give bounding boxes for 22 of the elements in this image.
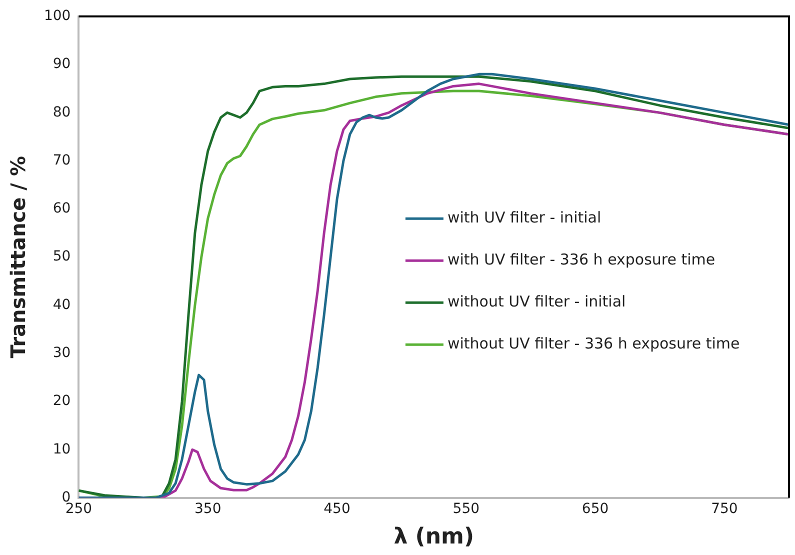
legend-label: with UV filter - initial (447, 208, 602, 226)
y-tick-label: 70 (52, 152, 71, 168)
x-tick-label: 350 (194, 500, 222, 517)
y-tick-label: 100 (44, 8, 71, 24)
x-tick-label: 550 (452, 500, 480, 517)
x-axis-title: λ (nm) (394, 524, 474, 550)
y-tick-label: 80 (52, 104, 71, 120)
x-tick-label: 450 (324, 500, 350, 517)
y-tick-label: 30 (52, 345, 71, 362)
legend-label: with UV filter - 336 h exposure time (447, 250, 716, 268)
y-tick-label: 50 (52, 248, 71, 265)
legend-label: without UV filter - initial (447, 292, 626, 310)
y-tick-label: 90 (52, 56, 71, 72)
y-tick-label: 40 (52, 296, 71, 313)
legend-label: without UV filter - 336 h exposure time (447, 334, 740, 352)
y-axis-title: Transmittance / % (6, 156, 30, 358)
y-tick-label: 60 (52, 200, 71, 217)
y-tick-label: 10 (52, 441, 71, 458)
x-tick-label: 250 (65, 500, 92, 517)
x-tick-label: 650 (582, 500, 609, 517)
x-tick-label: 750 (711, 500, 738, 517)
y-tick-label: 20 (52, 393, 71, 410)
